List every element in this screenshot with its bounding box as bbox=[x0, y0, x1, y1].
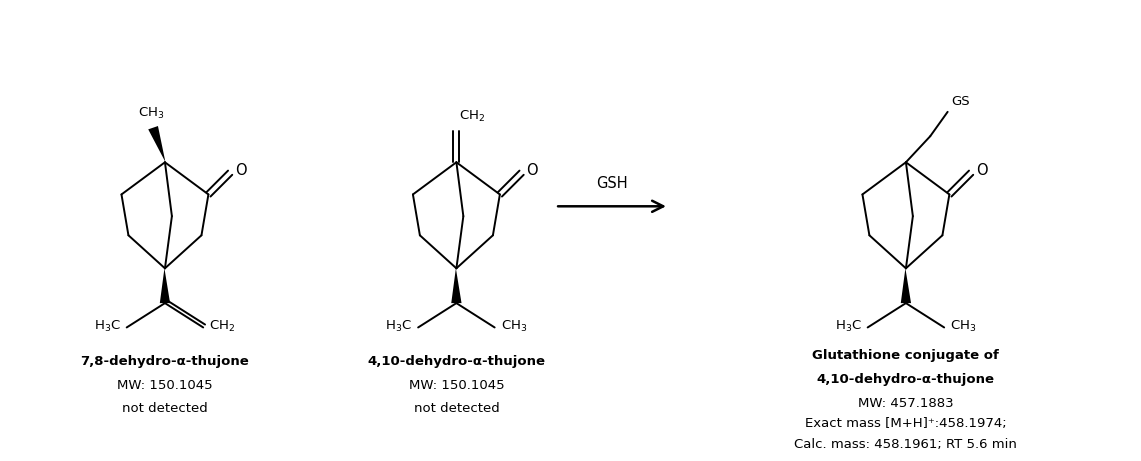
Text: GSH: GSH bbox=[597, 177, 628, 191]
Text: CH$_2$: CH$_2$ bbox=[209, 319, 235, 334]
Text: 7,8-dehydro-α-thujone: 7,8-dehydro-α-thujone bbox=[81, 355, 250, 368]
Text: H$_3$C: H$_3$C bbox=[386, 319, 412, 334]
Text: O: O bbox=[526, 163, 539, 178]
Polygon shape bbox=[900, 268, 911, 303]
Text: 4,10-dehydro-α-thujone: 4,10-dehydro-α-thujone bbox=[367, 355, 545, 368]
Text: MW: 457.1883: MW: 457.1883 bbox=[858, 396, 954, 410]
Text: CH$_2$: CH$_2$ bbox=[460, 109, 486, 124]
Polygon shape bbox=[451, 268, 461, 303]
Polygon shape bbox=[148, 126, 165, 162]
Text: CH$_3$: CH$_3$ bbox=[138, 106, 164, 121]
Text: H$_3$C: H$_3$C bbox=[94, 319, 121, 334]
Text: O: O bbox=[235, 163, 246, 178]
Text: 4,10-dehydro-α-thujone: 4,10-dehydro-α-thujone bbox=[817, 373, 995, 386]
Text: GS: GS bbox=[952, 95, 970, 108]
Text: not detected: not detected bbox=[122, 402, 208, 414]
Text: CH$_3$: CH$_3$ bbox=[501, 319, 527, 334]
Text: Exact mass [M+H]⁺:458.1974;: Exact mass [M+H]⁺:458.1974; bbox=[806, 417, 1006, 431]
Text: MW: 150.1045: MW: 150.1045 bbox=[118, 379, 212, 392]
Text: O: O bbox=[976, 163, 988, 178]
Text: H$_3$C: H$_3$C bbox=[835, 319, 861, 334]
Text: not detected: not detected bbox=[413, 402, 500, 414]
Text: MW: 150.1045: MW: 150.1045 bbox=[408, 379, 504, 392]
Text: CH$_3$: CH$_3$ bbox=[950, 319, 977, 334]
Text: Glutathione conjugate of: Glutathione conjugate of bbox=[812, 349, 1000, 362]
Text: Calc. mass: 458.1961; RT 5.6 min: Calc. mass: 458.1961; RT 5.6 min bbox=[794, 438, 1018, 451]
Polygon shape bbox=[160, 268, 170, 303]
